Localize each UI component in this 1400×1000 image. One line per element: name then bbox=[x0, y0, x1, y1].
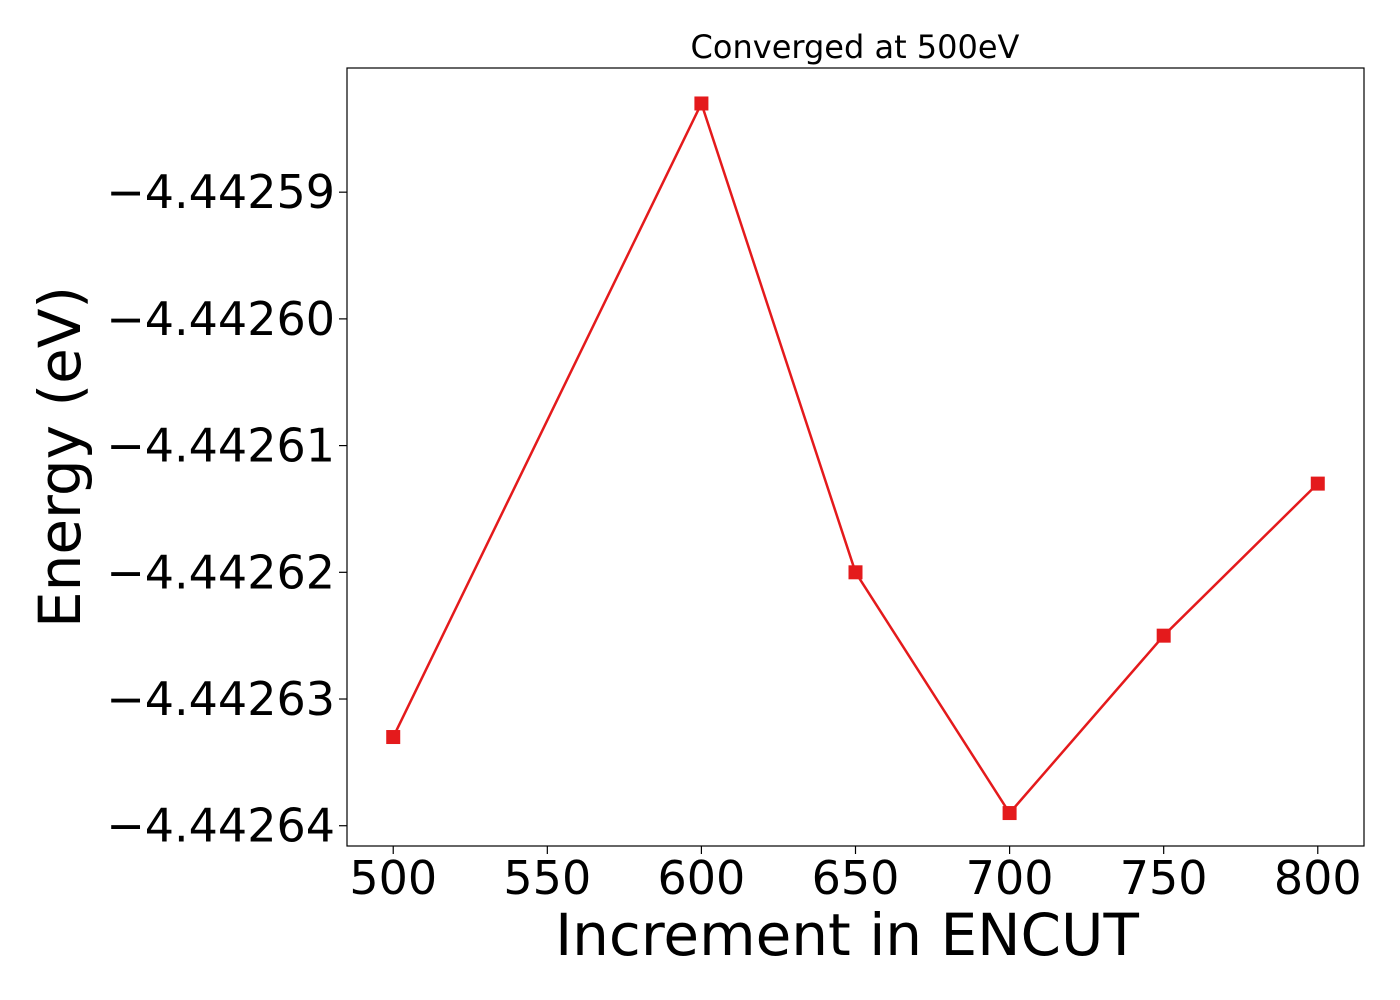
x-tick-label: 800 bbox=[1274, 851, 1362, 905]
data-point-marker bbox=[694, 96, 709, 111]
plot-frame bbox=[346, 67, 1365, 847]
y-axis-label: Energy (eV) bbox=[26, 286, 94, 628]
y-tick-label: −4.44261 bbox=[106, 419, 335, 473]
data-point-marker bbox=[1156, 628, 1171, 643]
chart-title: Converged at 500eV bbox=[691, 28, 1020, 66]
data-point-marker bbox=[848, 565, 863, 580]
y-tick-label: −4.44260 bbox=[106, 292, 335, 346]
x-tick-label: 500 bbox=[349, 851, 437, 905]
data-point-marker bbox=[1310, 476, 1325, 491]
x-tick-label: 600 bbox=[658, 851, 746, 905]
x-axis-label: Increment in ENCUT bbox=[555, 901, 1139, 969]
data-point-marker bbox=[1002, 806, 1017, 821]
x-tick-label: 700 bbox=[966, 851, 1054, 905]
y-tick-label: −4.44259 bbox=[106, 165, 335, 219]
y-tick-label: −4.44264 bbox=[106, 799, 335, 853]
y-tick-label: −4.44262 bbox=[106, 545, 335, 599]
plot-area: 500 550 600 650 700 750 800 −4.44259 −4.44260 −4.… bbox=[106, 67, 1365, 905]
x-tick-label: 550 bbox=[503, 851, 591, 905]
x-tick-label: 650 bbox=[812, 851, 900, 905]
x-tick-label: 750 bbox=[1120, 851, 1208, 905]
data-point-marker bbox=[386, 730, 401, 745]
y-tick-label: −4.44263 bbox=[106, 672, 335, 726]
series-line bbox=[392, 100, 1319, 816]
